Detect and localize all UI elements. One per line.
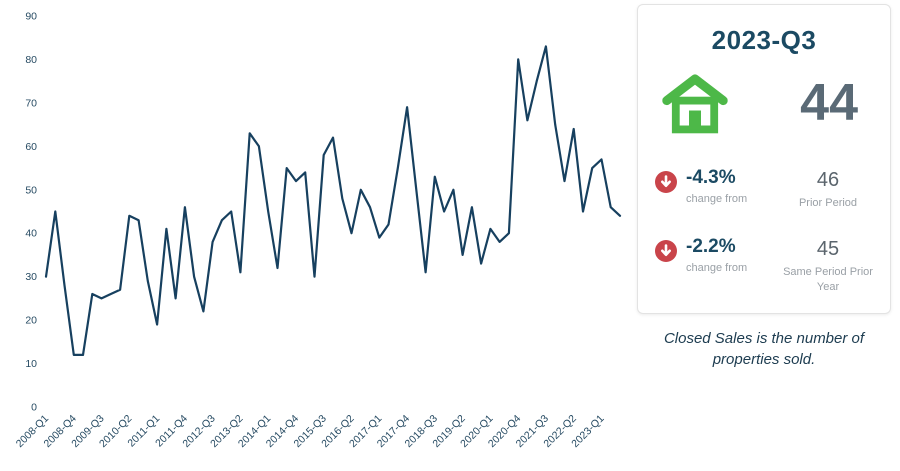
pct-block: -4.3% change from	[678, 167, 782, 205]
prior-period-value: 46	[816, 169, 840, 191]
y-axis-tick-label: 10	[25, 358, 37, 370]
val-block: 46 Prior Period	[782, 168, 874, 211]
y-axis-tick-label: 30	[25, 271, 37, 283]
y-axis-tick-label: 50	[25, 184, 37, 196]
prior-period-row: -4.3% change from 46 Prior Period	[652, 167, 876, 211]
prior-period-label: Prior Period	[798, 197, 858, 209]
y-axis-tick-label: 90	[25, 11, 37, 23]
line-chart-canvas: 01020304050607080902008-Q12008-Q42009-Q3…	[14, 11, 622, 450]
y-axis-tick-label: 60	[25, 141, 37, 153]
closed-sales-chart: 0 10 20 30 40 50 60 70 80 90 2008-Q1 2008-Q4 2009-Q3…	[14, 11, 622, 450]
pct-change-prior: -4.3%	[686, 167, 736, 188]
house-icon	[656, 70, 734, 136]
summary-card: 2023-Q3 44 -4.3% change from	[637, 4, 891, 314]
prior-year-label: Same Period Prior Year	[783, 265, 873, 293]
down-arrow-icon	[654, 170, 678, 194]
closed-sales-line-series	[44, 45, 622, 356]
y-axis-tick-label: 40	[25, 228, 37, 240]
pct-change-prior-year: -2.2%	[686, 235, 736, 257]
y-axis-tick-label: 20	[25, 315, 37, 327]
y-axis-tick-label: 0	[31, 402, 37, 414]
summary-panel: 2023-Q3 44 -4.3% change from	[637, 4, 891, 371]
prior-year-value: 45	[816, 237, 840, 260]
prior-year-row: -2.2% change from 45 Same Period Prior Y…	[652, 235, 876, 295]
val-block: 45 Same Period Prior Year	[782, 237, 874, 295]
current-value: 44	[800, 74, 858, 132]
y-axis-tick-label: 80	[25, 54, 37, 66]
down-arrow-icon	[654, 239, 678, 263]
hero-row: 44	[652, 70, 876, 142]
pct-caption: change from	[686, 192, 748, 205]
definition-note: Closed Sales is the number of properties…	[663, 329, 865, 369]
period-title: 2023-Q3	[711, 25, 817, 55]
y-axis-tick-label: 70	[25, 97, 37, 109]
pct-block: -2.2% change from	[678, 235, 782, 274]
pct-caption: change from	[686, 261, 748, 274]
